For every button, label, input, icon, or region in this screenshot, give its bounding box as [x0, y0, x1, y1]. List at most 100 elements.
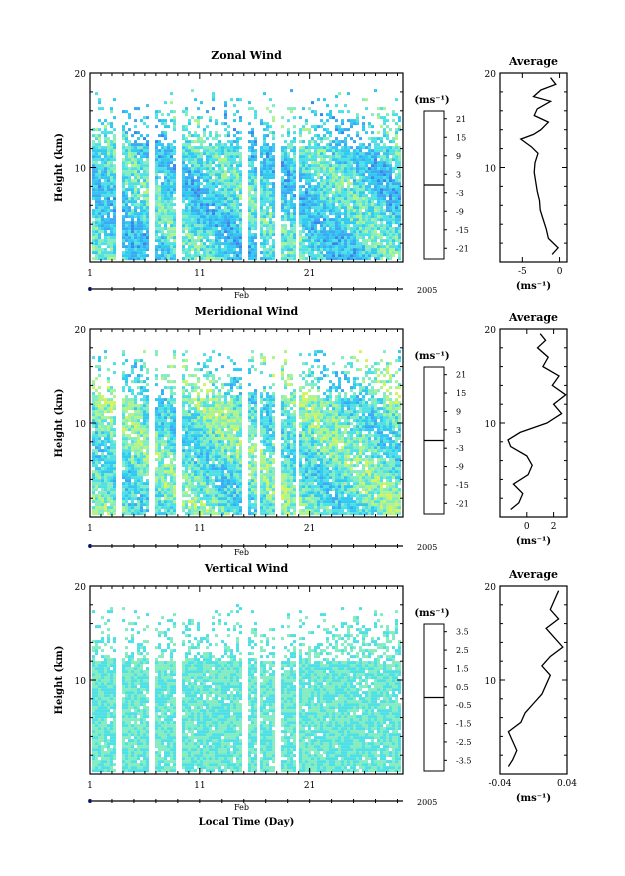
heatmap-cell [185, 218, 188, 222]
heatmap-cell [98, 461, 101, 465]
heatmap-cell [221, 197, 224, 201]
heatmap-cell [182, 428, 185, 432]
heatmap-cell [140, 458, 143, 462]
heatmap-cell [251, 146, 254, 150]
heatmap-cell [92, 128, 95, 132]
heatmap-cell [248, 182, 251, 186]
heatmap-cell [398, 158, 401, 162]
heatmap-cell [329, 179, 332, 183]
heatmap-cell [350, 125, 353, 129]
heatmap-cell [170, 215, 173, 219]
heatmap-cell [374, 155, 377, 159]
heatmap-cell [311, 161, 314, 165]
heatmap-cell [170, 482, 173, 486]
heatmap-cell [371, 152, 374, 156]
heatmap-cell [173, 467, 176, 471]
heatmap-cell [155, 185, 158, 189]
heatmap-cell [95, 470, 98, 474]
heatmap-cell [146, 371, 149, 375]
heatmap-cell [368, 224, 371, 228]
heatmap-cell [125, 251, 128, 255]
heatmap-cell [146, 230, 149, 234]
heatmap-cell [92, 179, 95, 183]
heatmap-cell [254, 173, 257, 177]
heatmap-cell [131, 164, 134, 168]
heatmap-cell [167, 173, 170, 177]
heatmap-cell [98, 473, 101, 477]
heatmap-cell [122, 512, 125, 516]
heatmap-cell [398, 239, 401, 243]
heatmap-cell [107, 155, 110, 159]
heatmap-cell [137, 458, 140, 462]
heatmap-cell [92, 152, 95, 156]
heatmap-cell [251, 185, 254, 189]
heatmap-cell [164, 233, 167, 237]
heatmap-cell [227, 257, 230, 261]
heatmap-cell [158, 446, 161, 450]
heatmap-cell [236, 251, 239, 255]
heatmap-cell [320, 236, 323, 240]
heatmap-cell [362, 143, 365, 147]
heatmap-cell [170, 401, 173, 405]
heatmap-cell [170, 386, 173, 390]
heatmap-cell [266, 173, 269, 177]
heatmap-cell [365, 185, 368, 189]
heatmap-cell [167, 449, 170, 453]
heatmap-cell [191, 479, 194, 483]
heatmap-cell [155, 212, 158, 216]
heatmap-cell [332, 185, 335, 189]
heatmap-cell [146, 239, 149, 243]
heatmap-cell [143, 443, 146, 447]
heatmap-cell [137, 485, 140, 489]
heatmap-cell [95, 224, 98, 228]
heatmap-cell [101, 152, 104, 156]
heatmap-cell [101, 185, 104, 189]
heatmap-cell [320, 206, 323, 210]
heatmap-cell [140, 380, 143, 384]
heatmap-cell [317, 215, 320, 219]
heatmap-cell [350, 221, 353, 225]
heatmap-cell [392, 215, 395, 219]
heatmap-cell [362, 257, 365, 261]
heatmap-cell [143, 455, 146, 459]
heatmap-cell [392, 209, 395, 213]
heatmap-cell [173, 491, 176, 495]
heatmap-cell [98, 398, 101, 402]
heatmap-cell [122, 200, 125, 204]
heatmap-cell [95, 188, 98, 192]
heatmap-cell [260, 224, 263, 228]
heatmap-cell [338, 236, 341, 240]
heatmap-cell [107, 176, 110, 180]
heatmap-cell [290, 224, 293, 228]
heatmap-cell [125, 152, 128, 156]
heatmap-cell [191, 401, 194, 405]
heatmap-cell [158, 497, 161, 501]
heatmap-cell [293, 224, 296, 228]
heatmap-cell [233, 194, 236, 198]
heatmap-cell [260, 218, 263, 222]
heatmap-cell [266, 125, 269, 129]
heatmap-cell [131, 488, 134, 492]
heatmap-cell [224, 185, 227, 189]
heatmap-cell [188, 152, 191, 156]
heatmap-cell [191, 254, 194, 258]
heatmap-cell [386, 155, 389, 159]
heatmap-cell [164, 200, 167, 204]
heatmap-cell [233, 209, 236, 213]
heatmap-cell [188, 179, 191, 183]
heatmap-cell [140, 482, 143, 486]
heatmap-cell [164, 476, 167, 480]
heatmap-cell [188, 467, 191, 471]
heatmap-cell [155, 188, 158, 192]
heatmap-cell [308, 236, 311, 240]
heatmap-cell [191, 497, 194, 501]
heatmap-cell [101, 242, 104, 246]
heatmap-cell [161, 122, 164, 126]
heatmap-cell [335, 137, 338, 141]
heatmap-cell [263, 233, 266, 237]
heatmap-cell [122, 251, 125, 255]
heatmap-cell [365, 131, 368, 135]
heatmap-cell [164, 182, 167, 186]
heatmap-cell [344, 212, 347, 216]
heatmap-cell [212, 95, 215, 99]
